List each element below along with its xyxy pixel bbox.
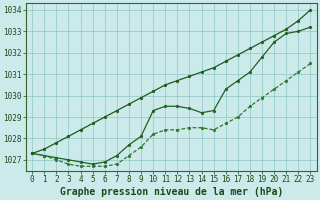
X-axis label: Graphe pression niveau de la mer (hPa): Graphe pression niveau de la mer (hPa) [60,186,283,197]
